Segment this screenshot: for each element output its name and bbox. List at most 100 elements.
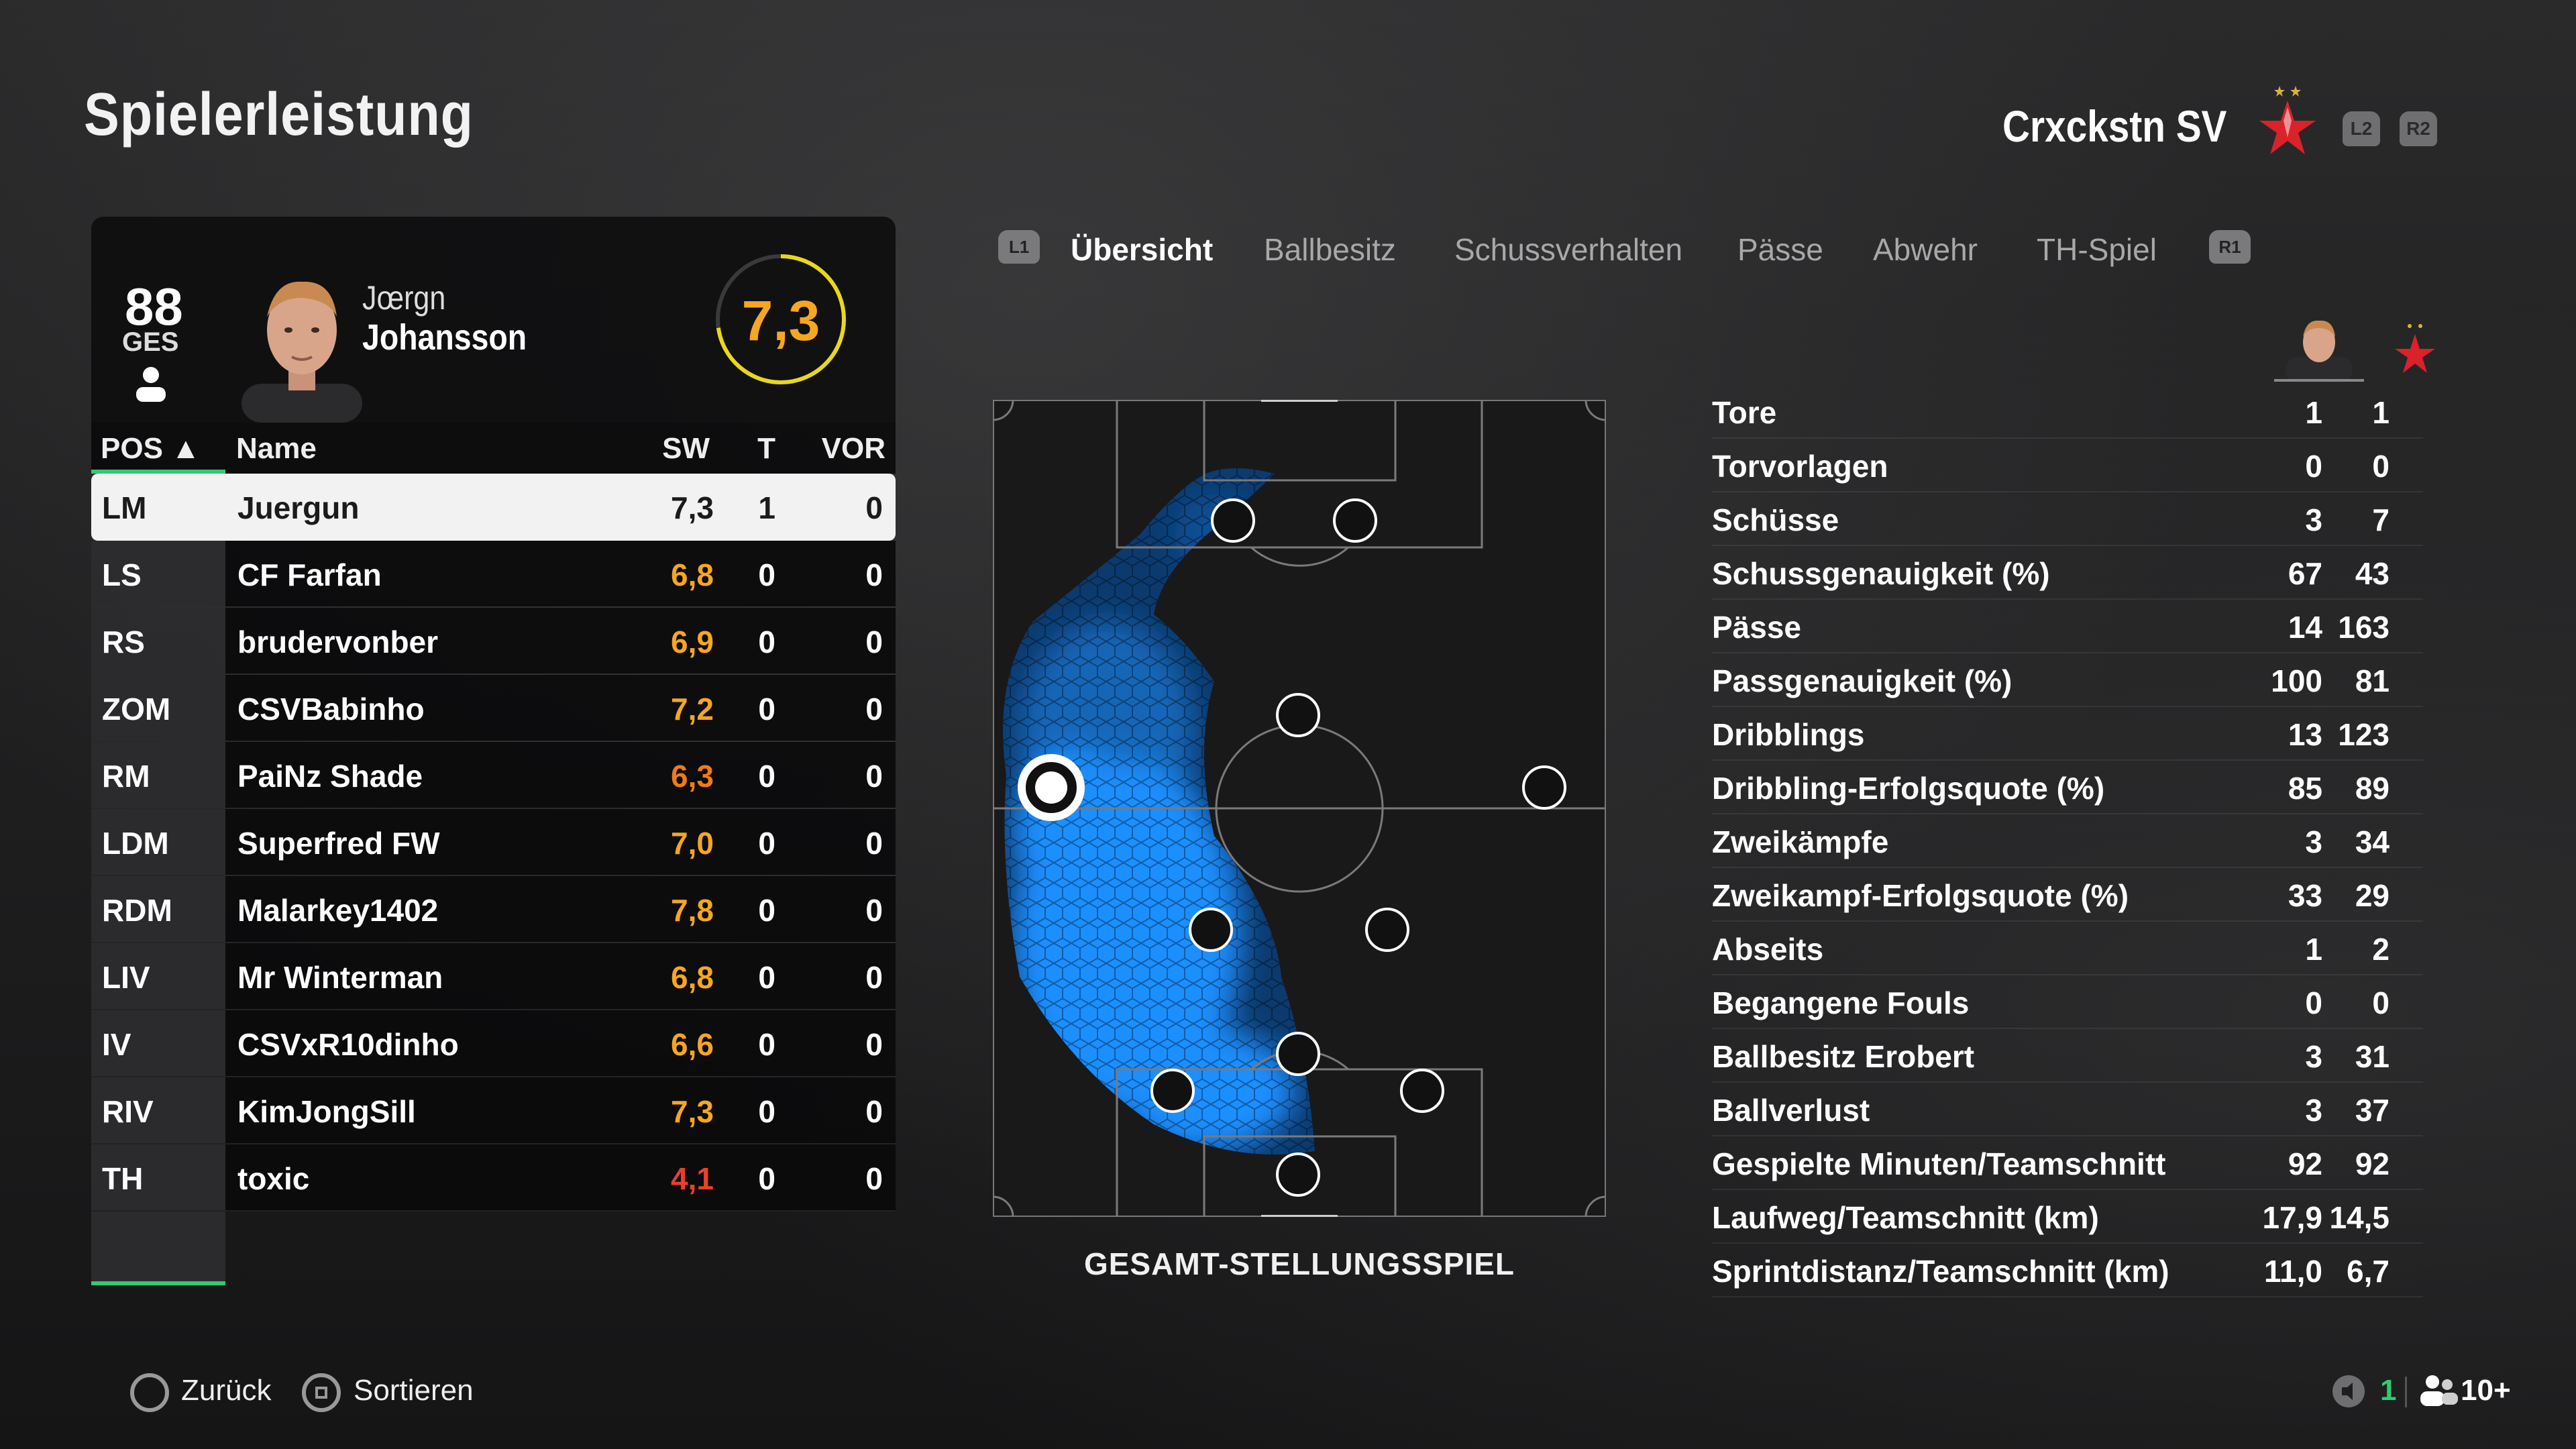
row-goals: 0 (758, 1161, 775, 1196)
r2-button[interactable]: R2 (2400, 111, 2437, 146)
row-goals: 0 (758, 557, 775, 592)
row-rating: 7,0 (671, 826, 714, 861)
tab-0[interactable]: Übersicht (1071, 232, 1214, 267)
stat-player-value: 3 (2305, 1039, 2322, 1074)
team-name: Crxckstn SV (2002, 101, 2227, 151)
stat-label: Begangene Fouls (1712, 985, 1970, 1020)
tab-3[interactable]: Pässe (1737, 232, 1823, 267)
row-rating: 7,3 (671, 1094, 714, 1129)
stat-row: Abseits 1 2 (1712, 922, 2423, 975)
table-row[interactable]: RM PaiNz Shade 6,3 0 0 (91, 742, 896, 809)
row-goals: 0 (758, 893, 775, 928)
player-first-name: Jœrgn (362, 279, 446, 317)
player-avatar-icon (2274, 320, 2364, 382)
row-rating: 6,6 (671, 1027, 714, 1062)
party-members-icon (2420, 1375, 2458, 1406)
row-rating: 7,3 (671, 490, 714, 525)
l2-button[interactable]: L2 (2343, 111, 2380, 146)
player-portrait (241, 281, 362, 423)
column-header-sw[interactable]: SW (662, 432, 710, 465)
l1-button[interactable]: L1 (998, 230, 1040, 264)
row-rating: 6,9 (671, 625, 714, 659)
stat-row: Begangene Fouls 0 0 (1712, 975, 2423, 1029)
row-position: RDM (102, 893, 172, 928)
stat-label: Zweikampf-Erfolgsquote (%) (1712, 878, 2129, 913)
row-assists: 0 (865, 1027, 883, 1062)
row-goals: 0 (758, 692, 775, 727)
player-marker (1400, 1069, 1444, 1113)
match-rating-ring (716, 254, 846, 384)
table-footer (91, 1212, 896, 1285)
stats-list: Tore 1 1 Torvorlagen 0 0 Schüsse 3 7 Schussgenaui… (1712, 385, 2423, 1297)
stat-team-value: 14,5 (2329, 1200, 2390, 1235)
stat-row: Tore 1 1 (1712, 385, 2423, 439)
table-row[interactable]: LDM Superfred FW 7,0 0 0 (91, 809, 896, 876)
square-button-icon[interactable] (302, 1373, 341, 1412)
stat-player-value: 1 (2305, 932, 2322, 967)
row-assists: 0 (865, 625, 883, 659)
row-rating: 6,8 (671, 557, 714, 592)
row-goals: 1 (758, 490, 775, 525)
row-assists: 0 (865, 557, 883, 592)
row-assists: 0 (865, 1161, 883, 1196)
tab-2[interactable]: Schussverhalten (1454, 232, 1683, 267)
stat-label: Ballbesitz Erobert (1712, 1039, 1975, 1074)
table-row[interactable]: IV CSVxR10dinho 6,6 0 0 (91, 1010, 896, 1077)
row-player-name: PaiNz Shade (237, 759, 423, 794)
heatmap-caption: GESAMT-STELLUNGSSPIEL (1083, 1246, 1515, 1281)
stat-row: Dribbling-Erfolgsquote (%) 85 89 (1712, 761, 2423, 814)
sort-button[interactable]: Sortieren (354, 1374, 474, 1407)
page-title: Spielerleistung (84, 81, 474, 148)
stat-team-value: 43 (2355, 556, 2390, 591)
stat-row: Passgenauigkeit (%) 100 81 (1712, 653, 2423, 707)
stat-team-value: 29 (2355, 878, 2390, 913)
stat-team-value: 89 (2355, 771, 2390, 806)
player-marker (1150, 1069, 1195, 1113)
stat-label: Passgenauigkeit (%) (1712, 663, 2012, 698)
column-header-pos[interactable]: POS ▲ (101, 432, 201, 465)
column-header-t[interactable]: T (757, 432, 775, 465)
stat-row: Dribblings 13 123 (1712, 707, 2423, 761)
row-position: LS (102, 557, 142, 592)
player-marker (1365, 908, 1409, 952)
table-header: POS ▲ Name SW T VOR (91, 423, 896, 474)
column-header-name[interactable]: Name (236, 432, 317, 465)
row-goals: 0 (758, 759, 775, 794)
tab-1[interactable]: Ballbesitz (1264, 232, 1396, 267)
player-last-name: Johansson (362, 317, 527, 358)
table-row[interactable]: LM Juergun 7,3 1 0 (91, 474, 896, 541)
tab-4[interactable]: Abwehr (1873, 232, 1978, 267)
row-player-name: Mr Winterman (237, 960, 443, 995)
stat-row: Pässe 14 163 (1712, 600, 2423, 653)
stat-label: Dribbling-Erfolgsquote (%) (1712, 771, 2105, 806)
circle-button-icon[interactable] (130, 1373, 169, 1412)
stat-label: Laufweg/Teamschnitt (km) (1712, 1200, 2099, 1235)
stat-label: Schüsse (1712, 502, 1839, 537)
row-position: IV (102, 1027, 131, 1062)
stat-label: Zweikämpfe (1712, 824, 1889, 859)
stat-team-value: 163 (2338, 610, 2390, 645)
stat-player-value: 0 (2305, 449, 2322, 484)
table-row[interactable]: RDM Malarkey1402 7,8 0 0 (91, 876, 896, 943)
table-row[interactable]: RIV KimJongSill 7,3 0 0 (91, 1077, 896, 1144)
stat-team-value: 81 (2355, 663, 2390, 698)
r1-button[interactable]: R1 (2209, 230, 2251, 264)
table-row[interactable]: ZOM CSVBabinho 7,2 0 0 (91, 675, 896, 742)
table-row[interactable]: LS CF Farfan 6,8 0 0 (91, 541, 896, 608)
stat-row: Schussgenauigkeit (%) 67 43 (1712, 546, 2423, 600)
column-header-vor[interactable]: VOR (821, 432, 885, 465)
stat-team-value: 34 (2355, 824, 2390, 859)
table-row[interactable]: TH toxic 4,1 0 0 (91, 1144, 896, 1212)
party-count: 10+ (2461, 1374, 2511, 1407)
tab-5[interactable]: TH-Spiel (2037, 232, 2157, 267)
back-button[interactable]: Zurück (181, 1374, 272, 1407)
row-rating: 6,3 (671, 759, 714, 794)
row-rating: 7,8 (671, 893, 714, 928)
player-marker (1211, 498, 1255, 543)
stat-player-value: 100 (2271, 663, 2322, 698)
row-player-name: KimJongSill (237, 1094, 416, 1129)
stat-label: Pässe (1712, 610, 1802, 645)
stat-player-value: 11,0 (2264, 1254, 2322, 1289)
table-row[interactable]: LIV Mr Winterman 6,8 0 0 (91, 943, 896, 1010)
table-row[interactable]: RS brudervonber 6,9 0 0 (91, 608, 896, 675)
